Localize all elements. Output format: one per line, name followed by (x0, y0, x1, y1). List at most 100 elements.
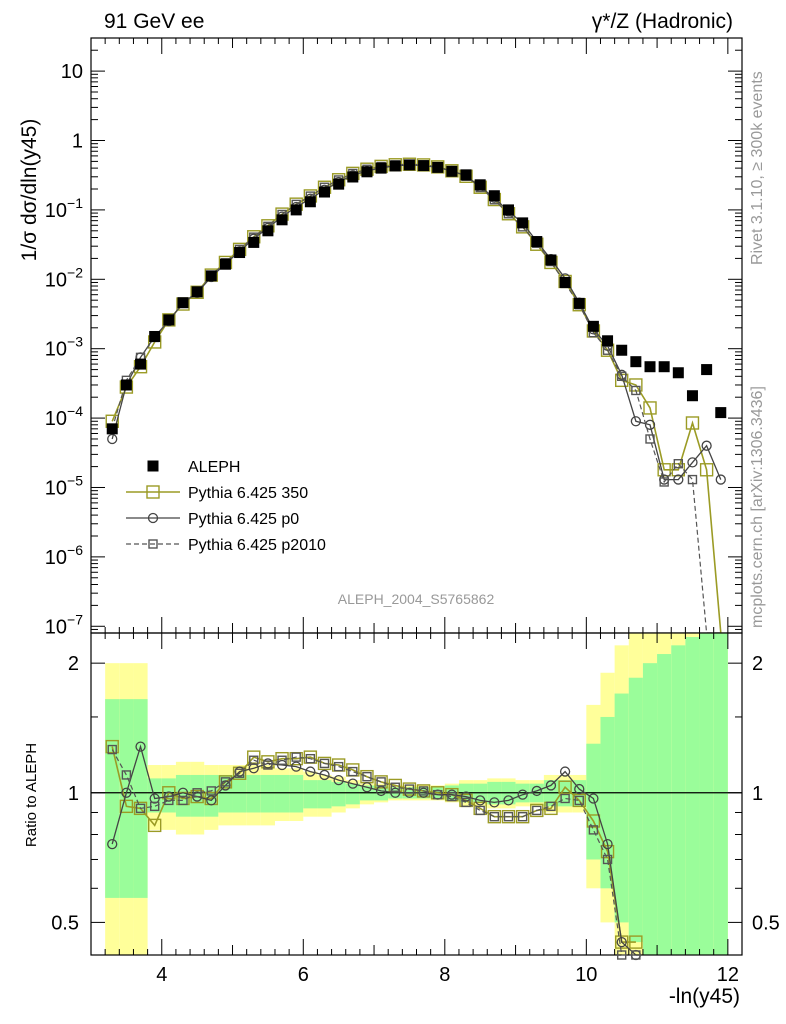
band-inner (133, 699, 148, 898)
series-point-p0 (673, 474, 684, 485)
ratio-y-tick-label-right: 2 (752, 653, 763, 675)
series-point-p0 (305, 766, 316, 777)
x-tick-label: 6 (298, 964, 309, 986)
series-point-p2010 (277, 755, 287, 765)
series-point-p2010 (475, 805, 485, 816)
x-tick-label: 10 (575, 964, 597, 986)
title-right: γ*/Z (Hadronic) (592, 10, 733, 33)
series-point-p2010 (617, 950, 627, 960)
y-tick-label: 10−3 (45, 334, 83, 361)
series-point-p2010 (617, 371, 627, 382)
legend: ALEPH Pythia 6.425 350 Pythia 6.425 p0 Pyth… (126, 459, 326, 554)
band-inner (699, 633, 714, 955)
series-point-p0 (390, 787, 401, 798)
band-inner (657, 654, 672, 955)
x-tick-label: 12 (717, 964, 739, 986)
ratio-y-tick-label-right: 0.5 (752, 912, 780, 934)
aleph-point (205, 270, 217, 282)
series-point-p2010 (673, 459, 684, 469)
legend-label-p0: Pythia 6.425 p0 (188, 511, 299, 528)
band-inner (119, 699, 134, 898)
series-point-p0 (588, 793, 599, 804)
aleph-point (559, 276, 571, 288)
aleph-point (120, 379, 132, 391)
series-point-p0 (333, 774, 344, 786)
aleph-point (106, 423, 118, 435)
series-point-p2010 (574, 795, 584, 806)
series-point-p350 (530, 803, 544, 818)
series-point-p2010 (517, 811, 528, 822)
series-point-p2010 (178, 795, 188, 806)
series-point-p2010 (418, 786, 429, 796)
series-line-p2010 (111, 749, 636, 956)
series-point-p0 (177, 787, 189, 798)
band-inner (628, 677, 643, 943)
series-point-p2010 (164, 795, 174, 806)
series-point-p2010 (263, 760, 273, 770)
aleph-point (715, 407, 727, 419)
series-point-p0 (121, 787, 132, 798)
series-point-p2010 (149, 801, 160, 812)
band-inner (303, 780, 318, 809)
series-point-p2010 (631, 950, 641, 960)
aleph-point (460, 169, 472, 181)
aleph-point (135, 358, 147, 370)
series-point-p0 (602, 838, 613, 850)
y-tick-label: 1 (72, 131, 83, 153)
band-inner (232, 774, 247, 813)
series-point-p350 (643, 401, 657, 415)
series-point-p2010 (602, 854, 613, 865)
series-point-p2010 (376, 777, 386, 787)
series-point-p2010 (546, 801, 556, 812)
series-point-p2010 (333, 761, 344, 772)
series-point-p0 (319, 769, 330, 781)
side-label-mcplots: mcplots.cern.ch [arXiv:1306.3436] (749, 386, 766, 628)
series-point-p350 (558, 780, 572, 794)
series-point-p0 (361, 782, 373, 793)
series-point-p2010 (319, 758, 330, 769)
series-point-p350 (119, 799, 134, 814)
aleph-point (531, 236, 543, 248)
series-point-p0 (248, 763, 259, 774)
series-point-p0 (545, 780, 557, 791)
aleph-point (672, 367, 684, 379)
y-tick-label: 10−4 (45, 403, 83, 430)
series-point-p0 (107, 838, 118, 850)
series-point-p350 (162, 786, 176, 800)
y-tick-label: 10−1 (45, 195, 83, 222)
legend-marker-aleph (147, 460, 159, 472)
band-inner (331, 781, 346, 807)
aleph-point (616, 344, 628, 356)
series-point-p2010 (588, 825, 599, 835)
y-tick-label: 10−5 (45, 472, 83, 499)
series-point-p350 (572, 793, 586, 808)
y-tick-label: 10−6 (45, 542, 83, 569)
legend-marker-p350 (146, 485, 160, 499)
series-point-p0 (135, 741, 146, 752)
series-point-p0 (503, 795, 514, 806)
series-point-p350 (133, 801, 148, 816)
series-point-p2010 (291, 752, 301, 762)
series-point-p350 (615, 935, 629, 949)
aleph-point (219, 258, 231, 270)
series-point-p350 (317, 756, 332, 771)
aleph-point (276, 214, 288, 226)
series-point-p350 (685, 416, 700, 430)
series-point-p0 (616, 936, 627, 948)
series-point-p2010 (404, 784, 415, 794)
series-point-p350 (374, 775, 388, 789)
series-point-p2010 (631, 385, 641, 396)
aleph-point (304, 196, 316, 208)
band-inner (671, 645, 686, 955)
band-inner (289, 774, 304, 813)
series-point-p2010 (659, 477, 669, 487)
series-point-p350 (147, 818, 162, 833)
series-point-p0 (149, 793, 160, 804)
y-tick-label: 10−7 (45, 611, 83, 638)
main-y-axis-label: 1/σ dσ/dln(y45) (18, 119, 41, 262)
legend-label-p2010: Pythia 6.425 p2010 (188, 537, 326, 554)
series-point-p2010 (192, 788, 202, 798)
series-line-p0 (111, 164, 722, 481)
aleph-point (319, 186, 331, 198)
svg-text:1/σ dσ/dln(y45): 1/σ dσ/dln(y45) (18, 119, 41, 262)
